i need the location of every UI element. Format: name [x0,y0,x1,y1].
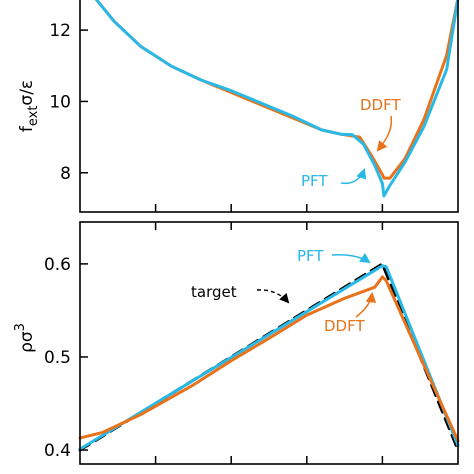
bottom-ytick-label: 0.6 [44,255,71,275]
top-y-axis-label-sub: ext [26,106,41,127]
top-ytick-label: 12 [49,21,71,41]
top-ytick-label: 8 [60,164,71,184]
bottom-series-target-line [78,262,460,452]
top-series-ddft-line [94,0,460,180]
top-panel: 8 10 12 fextσ/ε DDFT PFT [17,0,460,213]
bottom-plot-frame [79,221,459,465]
top-y-axis-label-main: f [17,125,37,132]
annotation-pft-top-arrow [340,168,367,185]
bottom-y-axis-label-main: ρσ [17,331,37,353]
bottom-panel: 0.4 0.5 0.6 ρσ3 PFT target DDFT [13,221,460,465]
bottom-series-layer [78,262,460,452]
top-series-pft-line [94,0,460,198]
annotation-target: target [191,283,237,301]
annotation-ddft-bottom-arrow [355,291,377,318]
top-ytick-label: 10 [49,92,71,112]
bottom-ticks: 0.4 0.5 0.6 [44,222,384,464]
annotation-target-arrow [256,289,290,304]
bottom-series-pft-line [78,264,460,451]
annotation-ddft-bottom: DDFT [324,317,365,335]
top-series-layer [94,0,460,198]
annotation-pft-bottom: PFT [297,247,324,265]
top-plot-frame [79,0,459,213]
top-y-axis-label-rest: σ/ε [17,80,37,106]
bottom-ytick-label: 0.4 [44,441,71,461]
bottom-ytick-label: 0.5 [44,348,71,368]
annotation-pft-top: PFT [301,172,328,190]
bottom-y-axis-label-sup: 3 [13,323,28,331]
top-ticks: 8 10 12 [49,21,384,212]
bottom-series-ddft-line [78,275,460,443]
top-y-axis-label: fextσ/ε [17,80,41,132]
annotation-pft-bottom-arrow [331,252,371,264]
annotation-ddft-top: DDFT [360,96,401,114]
bottom-y-axis-label: ρσ3 [13,323,37,353]
annotation-ddft-top-arrow [376,115,393,152]
